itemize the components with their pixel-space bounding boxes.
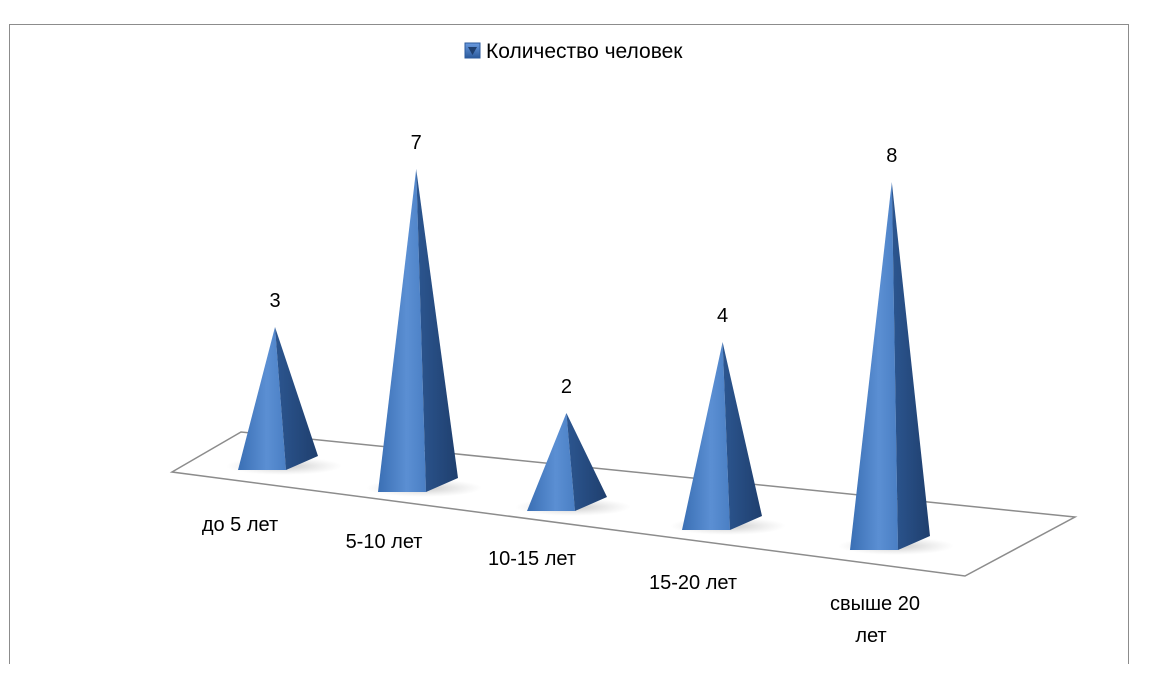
data-label: 2 bbox=[561, 376, 572, 398]
legend-marker-icon bbox=[468, 47, 477, 55]
data-label: 8 bbox=[886, 145, 897, 167]
pyramid-bar bbox=[366, 169, 482, 497]
pyramid-bar bbox=[838, 182, 954, 555]
category-label: свыше 20 bbox=[830, 593, 920, 615]
legend-entry: Количество человек bbox=[486, 40, 683, 63]
pyramid-side-face bbox=[891, 182, 930, 550]
category-label: лет bbox=[855, 625, 886, 647]
category-label: до 5 лет bbox=[202, 514, 278, 536]
pyramid-front-face bbox=[238, 327, 286, 470]
pyramid-front-face bbox=[682, 342, 730, 530]
pyramid-side-face bbox=[722, 342, 762, 530]
pyramid-side-face bbox=[275, 327, 318, 470]
data-label: 3 bbox=[269, 290, 280, 312]
category-label: 15-20 лет bbox=[649, 572, 737, 594]
pyramid-side-face bbox=[566, 413, 607, 511]
category-label: 5-10 лет bbox=[346, 531, 423, 553]
pyramid-bar bbox=[670, 342, 786, 535]
data-label: 7 bbox=[411, 132, 422, 154]
data-label: 4 bbox=[717, 305, 728, 327]
pyramid-front-face bbox=[378, 169, 426, 492]
pyramid-bar bbox=[515, 413, 631, 516]
pyramid-front-face bbox=[850, 182, 898, 550]
pyramid-front-face bbox=[527, 413, 575, 511]
legend: Количество человек bbox=[464, 40, 683, 63]
pyramid-side-face bbox=[416, 169, 458, 492]
category-label: 10-15 лет bbox=[488, 548, 576, 570]
pyramid-bar bbox=[226, 327, 342, 475]
